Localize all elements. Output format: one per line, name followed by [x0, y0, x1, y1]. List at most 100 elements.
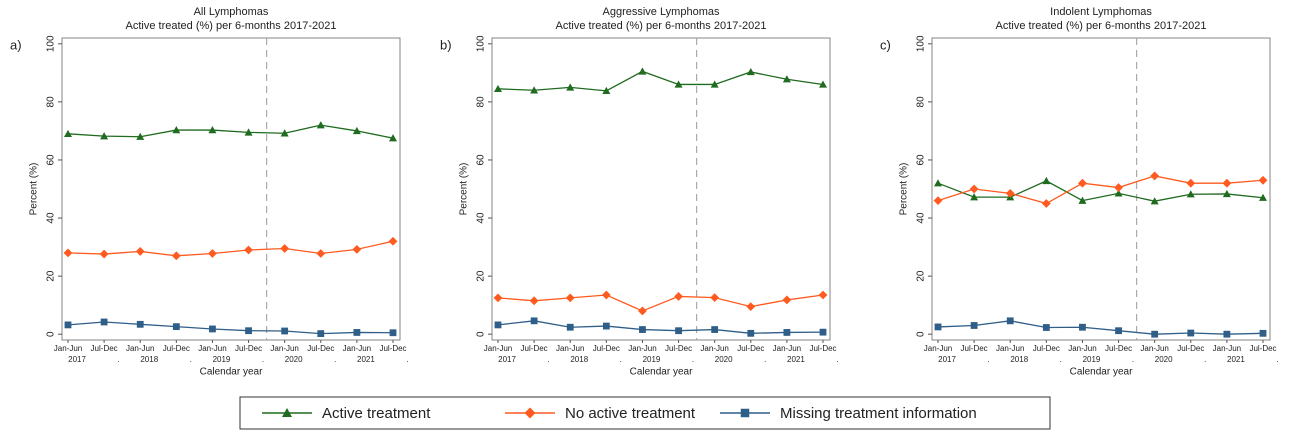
year-label: 2021 — [1227, 355, 1245, 364]
series-line — [497, 294, 824, 312]
year-label: . — [547, 355, 549, 364]
x-tick-label: Jul-Dec — [665, 344, 692, 353]
chart-title: All Lymphomas — [194, 6, 269, 18]
marker — [819, 80, 827, 88]
year-label: . — [262, 355, 264, 364]
marker — [317, 330, 325, 338]
marker — [1115, 327, 1122, 335]
marker — [1258, 175, 1268, 185]
x-tick-label: Jul-Dec — [809, 344, 836, 353]
marker — [172, 126, 181, 134]
marker — [1042, 324, 1050, 331]
series-line — [497, 70, 824, 92]
marker — [1151, 330, 1159, 338]
year-label: 2017 — [68, 355, 86, 364]
x-tick-label: Jan-Jun — [773, 344, 801, 353]
marker — [1006, 317, 1014, 325]
marker — [819, 328, 827, 336]
marker — [316, 249, 326, 258]
marker — [282, 408, 292, 417]
marker — [934, 179, 942, 187]
year-label: . — [406, 355, 408, 364]
year-label: . — [1276, 355, 1278, 364]
marker — [740, 408, 750, 418]
marker — [601, 290, 611, 300]
marker — [782, 75, 791, 83]
year-label: 2017 — [938, 355, 956, 364]
marker — [711, 326, 719, 333]
x-tick-label: Jan-Jun — [924, 344, 952, 353]
year-label: 2021 — [787, 355, 805, 364]
x-tick-label: Jan-Jun — [484, 344, 512, 353]
chart-subtitle: Active treated (%) per 6-months 2017-202… — [126, 20, 337, 32]
marker — [136, 132, 145, 140]
marker — [530, 317, 538, 325]
marker — [64, 129, 72, 138]
y-tick-label: 60 — [476, 154, 487, 166]
x-tick-label: Jan-Jun — [628, 344, 656, 353]
marker — [493, 293, 503, 303]
year-label: 2019 — [1083, 355, 1101, 364]
marker — [244, 128, 253, 136]
year-label: . — [620, 355, 622, 364]
marker — [818, 290, 828, 300]
marker — [1222, 189, 1231, 198]
year-label: . — [692, 355, 694, 364]
x-axis-label: Calendar year — [1070, 367, 1133, 378]
marker — [352, 245, 362, 254]
marker — [934, 323, 942, 331]
marker — [1150, 171, 1160, 181]
marker — [675, 327, 682, 335]
marker — [281, 327, 289, 335]
marker — [1186, 178, 1196, 188]
marker — [389, 329, 397, 337]
year-label: 2018 — [1010, 355, 1028, 364]
x-tick-label: Jul-Dec — [1177, 344, 1204, 353]
year-label: . — [190, 355, 192, 364]
marker — [388, 236, 398, 246]
legend-box — [239, 396, 1051, 430]
marker — [746, 67, 755, 76]
marker — [245, 327, 252, 335]
y-tick-label: 60 — [916, 154, 927, 166]
year-label: 2020 — [715, 355, 733, 364]
y-tick-label: 40 — [916, 212, 927, 224]
year-label: . — [987, 355, 989, 364]
plot-frame — [931, 37, 1271, 341]
x-tick-label: Jul-Dec — [737, 344, 764, 353]
series-line — [67, 321, 394, 335]
y-tick-label: 80 — [916, 96, 927, 108]
y-tick-label: 20 — [476, 270, 487, 282]
marker — [565, 293, 575, 303]
marker — [280, 244, 290, 253]
year-label: . — [1204, 355, 1206, 364]
marker — [639, 326, 646, 333]
marker — [100, 132, 109, 140]
plot-frame — [61, 37, 401, 341]
x-axis-label: Calendar year — [630, 367, 693, 378]
y-tick-label: 60 — [46, 154, 57, 166]
marker — [494, 321, 502, 329]
year-label: 2019 — [643, 355, 661, 364]
x-tick-label: Jul-Dec — [961, 344, 988, 353]
series-line — [67, 124, 394, 139]
y-tick-label: 40 — [476, 212, 487, 224]
marker — [782, 295, 792, 305]
marker — [783, 329, 791, 336]
marker — [1222, 178, 1232, 188]
marker — [933, 196, 943, 206]
series-line — [937, 180, 1264, 202]
marker — [524, 407, 536, 419]
year-label: 2018 — [570, 355, 588, 364]
marker — [1187, 329, 1195, 337]
marker — [602, 322, 610, 330]
marker — [244, 245, 253, 255]
year-label: 2020 — [285, 355, 303, 364]
marker — [64, 321, 72, 329]
marker — [530, 86, 539, 94]
marker — [63, 248, 73, 258]
marker — [353, 329, 361, 336]
year-label: . — [764, 355, 766, 364]
year-label: . — [1060, 355, 1062, 364]
marker — [566, 83, 575, 91]
